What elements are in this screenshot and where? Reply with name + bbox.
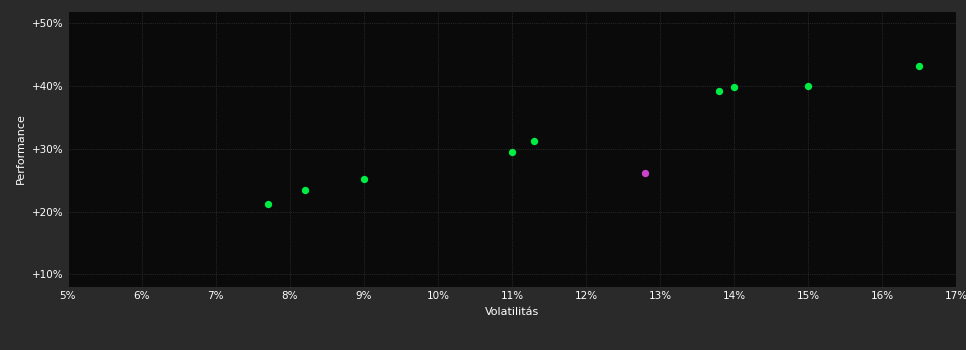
Point xyxy=(526,138,542,144)
Point xyxy=(912,63,927,69)
Point xyxy=(712,88,727,94)
Point xyxy=(638,170,653,175)
Y-axis label: Performance: Performance xyxy=(16,113,26,184)
Point xyxy=(356,176,372,182)
Point xyxy=(504,149,520,155)
X-axis label: Volatilitás: Volatilitás xyxy=(485,307,539,317)
Point xyxy=(297,187,312,192)
Point xyxy=(801,83,816,89)
Point xyxy=(726,84,742,90)
Point xyxy=(260,201,275,207)
